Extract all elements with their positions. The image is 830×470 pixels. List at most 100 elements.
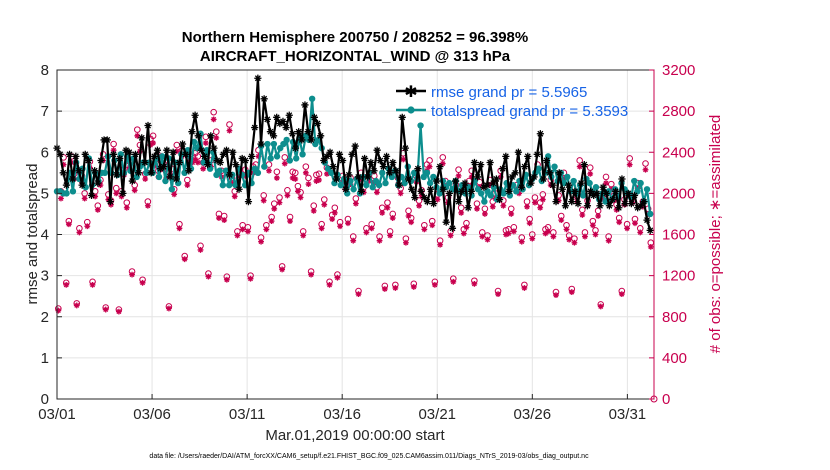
assimilated-obs-marker — [618, 291, 625, 298]
rmse-series-point — [389, 158, 397, 167]
possible-obs-marker — [507, 205, 515, 213]
right-tick-label: 1600 — [662, 227, 695, 244]
assimilated-obs-marker — [576, 163, 583, 170]
assimilated-obs-marker — [273, 175, 280, 181]
assimilated-obs-marker — [526, 220, 533, 227]
assimilated-obs-marker — [334, 274, 341, 281]
rmse-series-point — [357, 187, 366, 195]
possible-obs-marker — [439, 154, 447, 161]
assimilated-obs-marker — [384, 204, 391, 211]
rmse-series-point — [508, 173, 516, 181]
assimilated-obs-marker — [326, 281, 333, 288]
assimilated-obs-marker — [231, 193, 238, 200]
assimilated-obs-marker — [318, 225, 325, 232]
rmse-series-point — [109, 150, 118, 158]
possible-obs-marker — [302, 163, 310, 170]
rmse-series-point — [376, 156, 384, 165]
spread-series-point — [219, 181, 227, 189]
assimilated-obs-marker — [468, 174, 475, 180]
rmse-series-point — [87, 191, 96, 200]
right-axis-label: # of obs: o=possible; ∗=assimilated — [707, 115, 724, 354]
assimilated-obs-marker — [508, 211, 515, 217]
spread-series-point — [168, 186, 176, 193]
assimilated-obs-marker — [521, 285, 528, 291]
assimilated-obs-marker — [582, 233, 588, 240]
assimilated-obs-marker — [331, 210, 338, 216]
legend-rmse-marker: ✱ — [404, 84, 417, 101]
rmse-series-point — [135, 169, 143, 177]
rmse-series-point — [470, 158, 479, 167]
x-axis-label: Mar.01,2019 00:00:00 start — [265, 427, 445, 444]
assimilated-obs-marker — [374, 189, 380, 196]
spread-series-point — [286, 157, 294, 164]
assimilated-obs-marker — [402, 239, 409, 246]
spread-series-point — [264, 140, 271, 148]
possible-obs-marker — [586, 164, 594, 171]
possible-obs-marker — [576, 157, 583, 164]
assimilated-obs-marker — [144, 202, 151, 209]
spread-series-point — [292, 155, 300, 162]
rmse-series-point — [254, 74, 262, 82]
assimilated-obs-marker — [308, 271, 315, 278]
assimilated-obs-marker — [463, 224, 470, 231]
assimilated-obs-marker — [337, 223, 343, 230]
left-tick-label: 8 — [41, 62, 49, 79]
assimilated-obs-marker — [115, 308, 122, 315]
left-tick-label: 5 — [41, 185, 49, 202]
assimilated-obs-marker — [345, 220, 351, 227]
spread-series-point — [273, 153, 281, 160]
assimilated-obs-marker — [134, 132, 141, 139]
legend-totalspread-label: totalspread grand pr = 5.3593 — [431, 103, 628, 120]
left-tick-label: 6 — [41, 144, 49, 161]
assimilated-obs-marker — [171, 191, 178, 198]
left-tick-label: 7 — [41, 103, 49, 120]
possible-obs-marker — [531, 194, 539, 201]
x-axis-ticks: 03/01 03/06 03/11 03/16 03/21 03/26 03/31 — [38, 394, 646, 423]
assimilated-obs-marker — [632, 220, 638, 227]
rmse-series-point — [339, 156, 347, 165]
spread-series-point — [216, 167, 223, 174]
possible-obs-marker — [149, 132, 157, 140]
rmse-series-point — [291, 144, 300, 152]
possible-obs-marker — [579, 206, 586, 214]
spread-series-point — [551, 163, 558, 170]
rmse-series-point — [423, 198, 431, 206]
rmse-series-point — [323, 152, 331, 160]
assimilated-obs-marker — [542, 230, 549, 237]
rmse-series-point — [605, 202, 613, 210]
rmse-series-point — [398, 113, 406, 121]
possible-obs-marker — [213, 128, 220, 135]
rmse-series-point — [119, 189, 127, 197]
left-axis-ticks: 0 1 2 3 4 5 6 7 8 — [41, 62, 62, 408]
rmse-series-point — [241, 156, 249, 165]
rmse-series-point — [56, 150, 64, 158]
right-tick-label: 0 — [662, 391, 670, 408]
rmse-series-point — [194, 132, 202, 140]
possible-obs-marker — [202, 133, 210, 141]
assimilated-obs-marker — [616, 219, 623, 226]
assimilated-obs-marker — [426, 163, 433, 170]
possible-obs-marker — [281, 154, 289, 161]
rmse-series-point — [247, 152, 256, 160]
rmse-series-point — [329, 163, 337, 171]
rmse-series-point — [84, 156, 92, 165]
rmse-series-point — [511, 169, 519, 177]
rmse-series-point — [637, 202, 645, 210]
rmse-series-point — [464, 204, 472, 212]
spread-series-point — [500, 190, 507, 197]
assimilated-obs-marker — [529, 235, 536, 242]
spread-series-point — [328, 169, 335, 177]
rmse-series-point — [182, 150, 190, 158]
rmse-series-point — [263, 115, 271, 123]
spread-series-point — [481, 198, 488, 205]
assimilated-obs-marker — [416, 202, 422, 209]
rmse-series-point — [59, 169, 67, 177]
data-file-footnote: data file: /Users/raeder/DAI/ATM_forcXX/… — [149, 453, 589, 460]
rmse-series-point — [75, 167, 83, 175]
possible-obs-marker — [184, 176, 191, 184]
rmse-series-point — [178, 140, 187, 148]
rmse-series-point — [335, 150, 344, 158]
assimilated-obs-marker — [429, 222, 436, 229]
assimilated-obs-marker — [289, 175, 296, 181]
spread-series-point — [162, 177, 169, 185]
